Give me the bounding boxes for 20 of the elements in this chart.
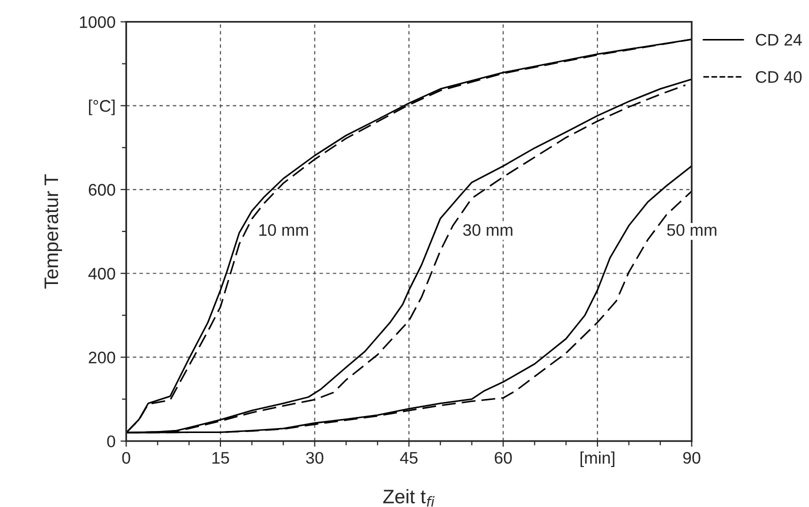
annotation: 50 mm	[667, 224, 716, 236]
x-tick-label: 30	[306, 452, 324, 464]
x-tick-label: 15	[212, 452, 230, 464]
y-tick-label: [°C]	[89, 100, 115, 116]
y-tick-label: 0	[107, 435, 116, 448]
x-tick-label: 60	[494, 452, 512, 464]
legend-label: CD 24	[756, 34, 802, 46]
x-axis-title: Zeit t$_{fi}$	[383, 489, 435, 506]
x-tick-label: [min]	[580, 452, 614, 468]
legend-label: CD 40	[756, 71, 802, 83]
x-tick-label: 45	[400, 452, 418, 464]
y-tick-label: 600	[88, 184, 116, 196]
annotation: 10 mm	[259, 224, 308, 236]
annotation: 30 mm	[463, 224, 512, 236]
x-tick-label: 90	[683, 452, 700, 464]
y-tick-label: 400	[88, 268, 116, 280]
x-tick-label: 0	[122, 452, 130, 464]
y-tick-label: 200	[88, 352, 116, 364]
y-tick-label: 1000	[80, 16, 116, 28]
y-axis-title: Temperatur T	[44, 174, 62, 289]
